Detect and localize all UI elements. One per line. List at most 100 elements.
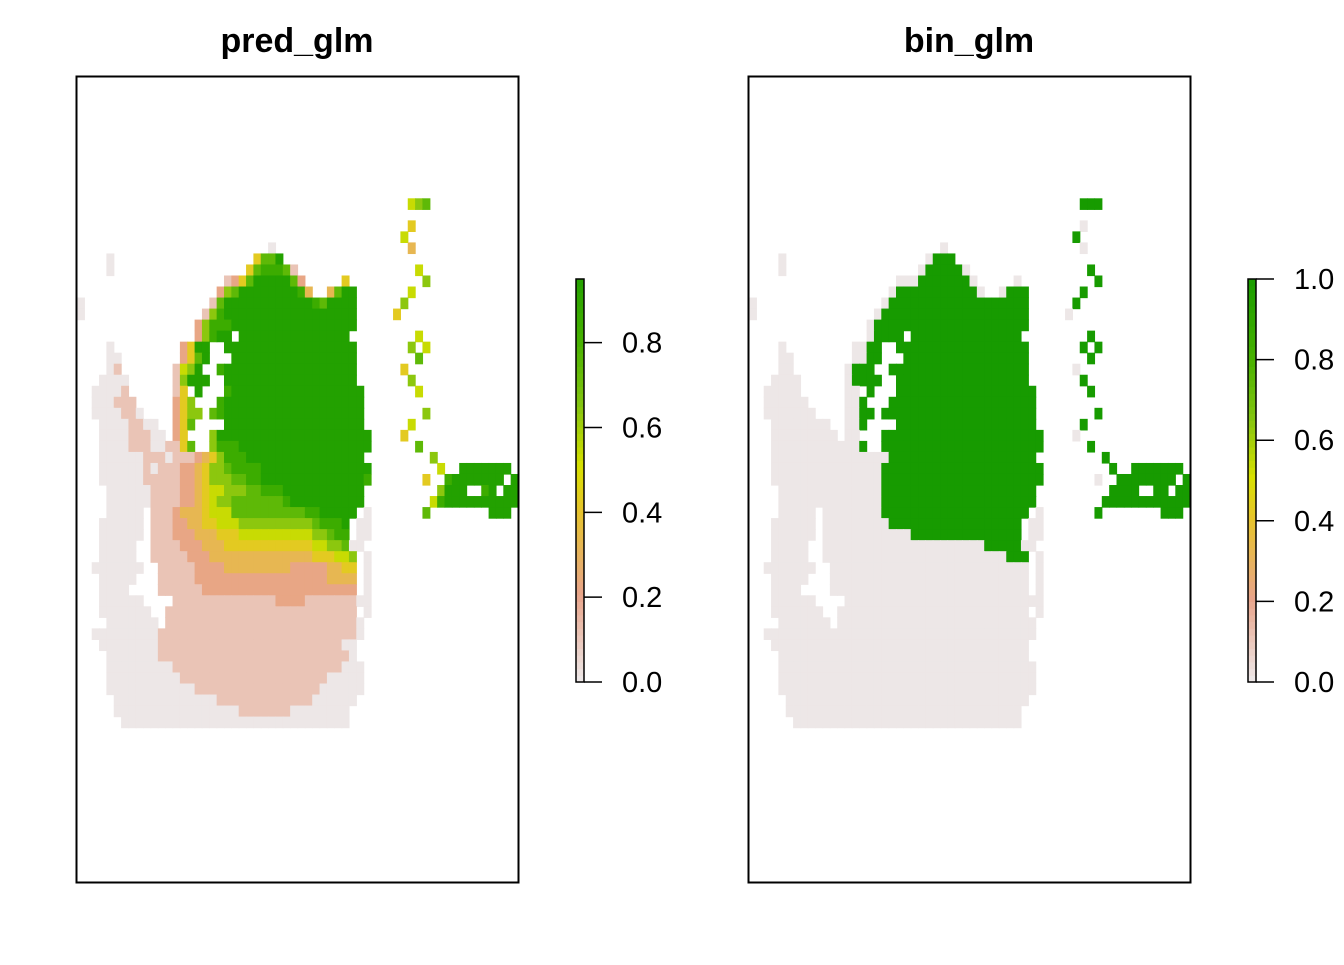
raster-bin-glm-cell (1013, 584, 1022, 596)
raster-pred-glm-cell (503, 485, 512, 497)
raster-pred-glm-cell (290, 672, 299, 685)
raster-pred-glm-cell (194, 507, 203, 519)
raster-pred-glm-cell (128, 540, 137, 552)
raster-pred-glm-cell (165, 617, 174, 629)
raster-pred-glm-cell (326, 573, 335, 585)
raster-pred-glm-cell (297, 551, 306, 563)
raster-pred-glm-cell (194, 705, 203, 718)
raster-bin-glm-cell (800, 440, 809, 453)
raster-pred-glm-cell (510, 473, 519, 486)
raster-pred-glm-cell (282, 507, 291, 519)
raster-pred-glm-cell (341, 286, 350, 299)
raster-pred-glm-cell (165, 628, 174, 640)
legend-pred-glm-color-segment (576, 373, 584, 381)
raster-bin-glm-cell (1020, 496, 1029, 508)
raster-bin-glm-cell (962, 396, 971, 409)
raster-pred-glm-cell (282, 462, 291, 475)
raster-bin-glm-cell (947, 407, 956, 420)
raster-bin-glm-cell (954, 573, 963, 585)
raster-bin-glm-cell (1006, 451, 1015, 464)
raster-bin-glm-cell (1087, 264, 1096, 277)
raster-pred-glm-cell (106, 518, 115, 530)
raster-bin-glm-cell (866, 407, 875, 420)
raster-pred-glm-cell (231, 650, 240, 663)
raster-bin-glm-cell (822, 462, 831, 475)
raster-pred-glm-cell (304, 440, 313, 453)
raster-pred-glm-cell (113, 562, 122, 574)
raster-bin-glm-cell (778, 264, 787, 277)
raster-pred-glm-cell (238, 485, 247, 497)
raster-pred-glm-cell (201, 683, 210, 696)
raster-bin-glm-cell (837, 639, 846, 652)
raster-pred-glm-cell (216, 540, 225, 552)
raster-bin-glm-cell (815, 440, 824, 453)
raster-pred-glm-cell (216, 606, 225, 618)
raster-pred-glm-cell (231, 606, 240, 618)
raster-bin-glm-cell (881, 462, 890, 475)
raster-pred-glm-cell (319, 705, 328, 718)
raster-pred-glm-cell (135, 496, 144, 508)
raster-pred-glm-cell (422, 473, 431, 486)
raster-bin-glm-cell (947, 385, 956, 398)
raster-pred-glm-cell (495, 462, 504, 475)
raster-pred-glm-cell (157, 440, 166, 453)
raster-bin-glm-cell (896, 628, 904, 640)
raster-pred-glm-cell (312, 529, 321, 541)
raster-pred-glm-cell (172, 716, 181, 729)
raster-pred-glm-cell (341, 451, 350, 464)
raster-pred-glm-cell (341, 507, 350, 519)
raster-bin-glm-cell (918, 617, 926, 629)
raster-pred-glm-cell (341, 418, 350, 431)
raster-pred-glm-cell (275, 518, 284, 530)
raster-pred-glm-cell (179, 385, 188, 398)
raster-bin-glm-cell (991, 716, 1000, 729)
raster-bin-glm-cell (1087, 440, 1096, 453)
raster-pred-glm-cell (334, 672, 343, 685)
raster-pred-glm-cell (238, 562, 247, 574)
raster-pred-glm-cell (157, 551, 166, 563)
raster-pred-glm-cell (334, 396, 343, 409)
raster-bin-glm-cell (1006, 507, 1015, 519)
raster-bin-glm-cell (903, 319, 912, 332)
raster-pred-glm-cell (341, 352, 350, 365)
raster-bin-glm-cell (1131, 485, 1140, 497)
raster-bin-glm-cell (925, 440, 934, 453)
raster-bin-glm-cell (940, 297, 949, 310)
raster-bin-glm-cell (903, 429, 912, 442)
raster-pred-glm-cell (231, 462, 240, 475)
raster-bin-glm-cell (896, 551, 904, 563)
raster-pred-glm-cell (209, 683, 218, 696)
raster-bin-glm-cell (793, 716, 802, 729)
raster-bin-glm-cell (881, 672, 890, 685)
raster-bin-glm-cell (940, 507, 949, 519)
raster-pred-glm-cell (334, 639, 343, 652)
raster-bin-glm-cell (918, 451, 926, 464)
raster-bin-glm-cell (969, 507, 978, 519)
raster-bin-glm-cell (844, 518, 853, 530)
raster-pred-glm-cell (326, 330, 335, 343)
raster-bin-glm-cell (859, 363, 868, 376)
raster-bin-glm-cell (822, 683, 831, 696)
raster-bin-glm-cell (873, 551, 882, 563)
raster-pred-glm-cell (121, 584, 130, 596)
raster-pred-glm-cell (201, 628, 210, 640)
raster-bin-glm-cell (969, 639, 978, 652)
raster-bin-glm-cell (888, 518, 897, 530)
raster-bin-glm-cell (962, 297, 971, 310)
raster-pred-glm-cell (172, 551, 181, 563)
raster-bin-glm-cell (1020, 286, 1029, 299)
raster-pred-glm-cell (194, 352, 203, 365)
raster-bin-glm-cell (1028, 473, 1037, 486)
raster-bin-glm-cell (1028, 540, 1037, 552)
raster-bin-glm-cell (866, 496, 875, 508)
raster-pred-glm-cell (246, 264, 254, 277)
raster-pred-glm-cell (224, 507, 232, 519)
raster-bin-glm-cell (918, 363, 926, 376)
raster-pred-glm-cell (260, 297, 269, 310)
raster-pred-glm-cell (356, 672, 365, 685)
raster-pred-glm-cell (334, 297, 343, 310)
raster-bin-glm-cell (910, 606, 919, 618)
raster-pred-glm-cell (216, 694, 225, 707)
raster-bin-glm-cell (962, 407, 971, 420)
